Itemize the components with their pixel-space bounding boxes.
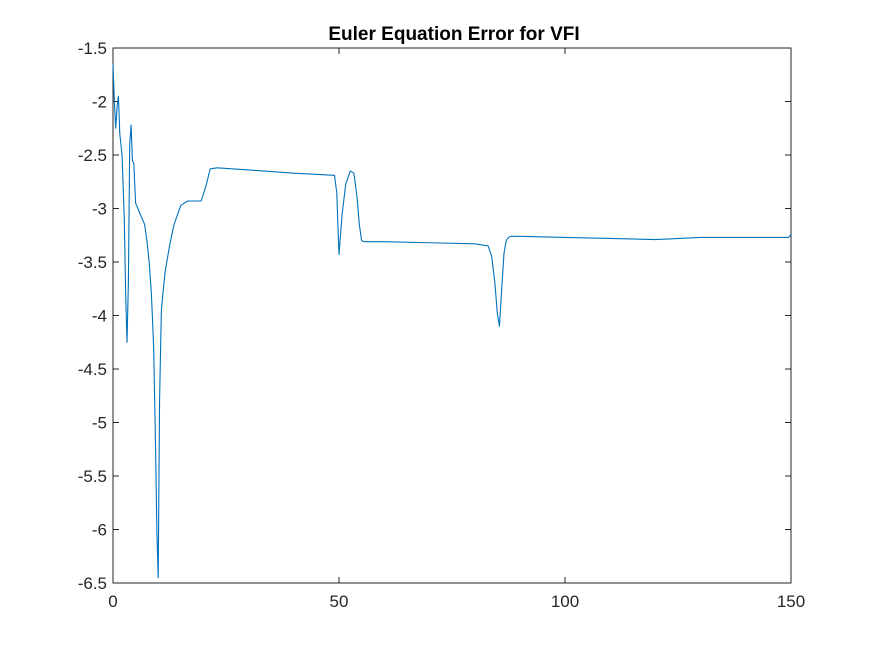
y-tick-label: -5 bbox=[92, 414, 107, 433]
y-tick-label: -1.5 bbox=[78, 39, 107, 58]
y-tick-label: -4.5 bbox=[78, 360, 107, 379]
x-tick-label: 0 bbox=[108, 592, 117, 611]
y-tick-label: -4 bbox=[92, 307, 107, 326]
y-tick-label: -5.5 bbox=[78, 467, 107, 486]
chart-title: Euler Equation Error for VFI bbox=[328, 24, 579, 45]
y-tick-label: -3 bbox=[92, 200, 107, 219]
axes-box bbox=[112, 47, 792, 584]
x-tick-label: 150 bbox=[777, 592, 805, 611]
series-line bbox=[112, 64, 792, 579]
x-tick-label: 50 bbox=[330, 592, 349, 611]
plot-area: 0 50 100 150 -1.5 -2 -2.5 -3 -3.5 -4 -4.5 -5 -5.5 -6 -… bbox=[78, 39, 805, 611]
y-tick-label: -6.5 bbox=[78, 574, 107, 593]
y-tick-label: -6 bbox=[92, 521, 107, 540]
y-tick-label: -2.5 bbox=[78, 146, 107, 165]
x-tick-label: 100 bbox=[551, 592, 579, 611]
y-tick-label: -3.5 bbox=[78, 253, 107, 272]
y-tick-label: -2 bbox=[92, 93, 107, 112]
